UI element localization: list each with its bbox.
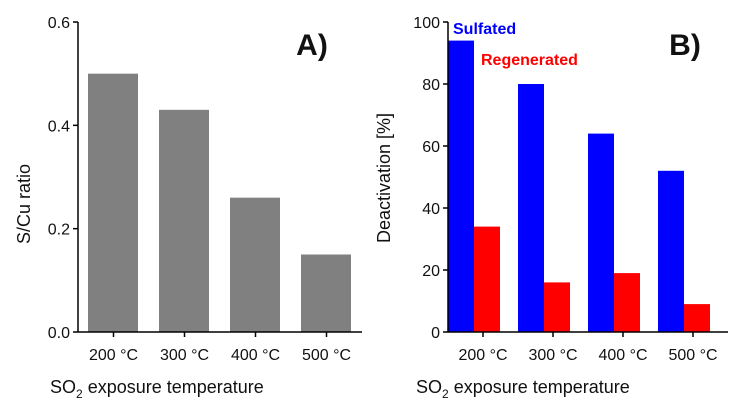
b-ytick-label: 100 xyxy=(413,15,440,32)
a-ytick-label: 0.0 xyxy=(48,325,70,342)
panel-b-x-axis-label-rest: exposure temperature xyxy=(449,377,630,397)
panel-b: 0 20 40 60 80 100 200 °C 300 °C 400 °C 500 °C B)… xyxy=(374,15,728,401)
a-xtick-label: 300 °C xyxy=(160,347,209,364)
panel-a-x-axis-label-rest: exposure temperature xyxy=(83,377,264,397)
b-bar-sulfated-2 xyxy=(518,84,544,332)
panel-a-x-axis-label-subscript: 2 xyxy=(76,387,83,401)
a-bar-3 xyxy=(230,197,280,332)
a-ytick-label: 0.2 xyxy=(48,222,70,239)
panel-b-x-axis-label-main: SO xyxy=(416,377,442,397)
b-bar-regenerated-2 xyxy=(544,282,570,332)
b-bar-sulfated-1 xyxy=(448,40,474,332)
b-ytick-label: 80 xyxy=(422,77,440,94)
b-bar-sulfated-4 xyxy=(658,170,684,332)
b-bar-regenerated-4 xyxy=(684,304,710,332)
b-ytick-label: 40 xyxy=(422,201,440,218)
b-bar-regenerated-1 xyxy=(474,226,500,332)
a-xtick-label: 400 °C xyxy=(231,347,280,364)
a-bar-1 xyxy=(88,73,138,333)
panel-b-x-axis-label-subscript: 2 xyxy=(442,387,449,401)
b-ytick-label: 0 xyxy=(431,325,440,342)
b-ytick-label: 20 xyxy=(422,263,440,280)
b-xtick-label: 200 °C xyxy=(458,347,507,364)
b-ytick-label: 60 xyxy=(422,139,440,156)
panel-b-yticks: 0 20 40 60 80 100 xyxy=(413,15,448,342)
a-xtick-label: 500 °C xyxy=(302,347,351,364)
panel-b-bars xyxy=(448,40,710,332)
panel-a-yticks: 0.0 0.2 0.4 0.6 xyxy=(48,15,78,342)
panel-b-xticks: 200 °C 300 °C 400 °C 500 °C xyxy=(458,332,718,364)
panel-b-legend-regenerated: Regenerated xyxy=(481,52,578,69)
panel-b-legend-sulfated: Sulfated xyxy=(453,21,516,38)
panel-a-xticks: 200 °C 300 °C 400 °C 500 °C xyxy=(89,332,351,364)
panel-b-x-axis-label: SO2 exposure temperature xyxy=(416,377,630,401)
b-bar-sulfated-3 xyxy=(588,133,614,332)
panel-b-label: B) xyxy=(669,29,701,62)
panel-b-y-axis-label: Deactivation [%] xyxy=(374,113,394,243)
a-bar-2 xyxy=(159,109,209,332)
panel-a-x-axis-label-main: SO xyxy=(50,377,76,397)
a-ytick-label: 0.4 xyxy=(48,118,70,135)
panel-a-x-axis-label: SO2 exposure temperature xyxy=(50,377,264,401)
panel-b-axes xyxy=(447,22,728,333)
b-bar-regenerated-3 xyxy=(614,273,640,332)
b-xtick-label: 300 °C xyxy=(528,347,577,364)
panel-a-axes xyxy=(77,22,362,333)
panel-a: 0.0 0.2 0.4 0.6 200 °C 300 °C 400 °C 500 °C A)… xyxy=(14,15,362,401)
a-bar-4 xyxy=(301,254,351,332)
b-xtick-label: 500 °C xyxy=(668,347,717,364)
panel-a-bars xyxy=(88,73,351,333)
panel-a-label: A) xyxy=(296,29,328,62)
b-xtick-label: 400 °C xyxy=(598,347,647,364)
panel-a-y-axis-label: S/Cu ratio xyxy=(14,164,34,244)
a-ytick-label: 0.6 xyxy=(48,15,70,32)
a-xtick-label: 200 °C xyxy=(89,347,138,364)
